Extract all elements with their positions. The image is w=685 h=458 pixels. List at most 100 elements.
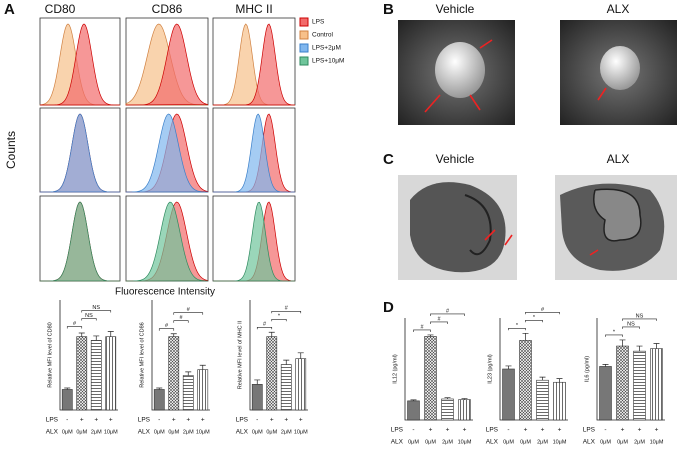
significance-label: #: [541, 307, 545, 313]
bar: [616, 345, 629, 421]
error-bar: [505, 365, 512, 369]
row-label: LPS: [583, 427, 596, 434]
row-label: LPS: [391, 427, 404, 434]
category-label: +: [541, 427, 545, 434]
y-axis-label: Relative MFI level of CD86: [139, 322, 145, 387]
error-bar: [427, 334, 434, 337]
category-label: 0μM: [76, 429, 87, 435]
bar: [266, 336, 278, 411]
category-label: 0μM: [425, 439, 436, 445]
category-label: -: [604, 427, 606, 434]
significance-bracket: [173, 312, 204, 315]
bar: [168, 336, 180, 411]
significance-bracket: [173, 320, 189, 323]
panel-label: C: [383, 151, 394, 168]
bar: [650, 348, 663, 421]
significance-bracket: [271, 310, 302, 314]
category-label: -: [158, 417, 160, 424]
significance-label: #: [420, 324, 424, 330]
error-bar: [461, 398, 468, 400]
row-label: ALX: [138, 429, 151, 436]
category-label: +: [524, 427, 528, 434]
category-label: 10μM: [104, 429, 118, 435]
legend-label: LPS+2μM: [312, 45, 341, 52]
category-label: 10μM: [650, 439, 664, 445]
error-bar: [93, 335, 100, 341]
category-label: 0μM: [62, 429, 73, 435]
legend-label: Control: [312, 32, 334, 39]
tem-image: [398, 175, 517, 280]
error-bar: [619, 339, 626, 347]
bar: [105, 336, 117, 411]
bar: [519, 340, 532, 421]
significance-label: *: [278, 314, 281, 320]
bar: [61, 389, 73, 411]
error-bar: [185, 371, 192, 376]
category-label: 2μM: [537, 439, 548, 445]
histogram-curve: [39, 113, 121, 193]
significance-bracket: [81, 310, 112, 313]
significance-label: #: [187, 307, 191, 313]
bar: [536, 379, 549, 421]
category-label: +: [429, 427, 433, 434]
significance-label: NS: [627, 321, 635, 327]
row-label: ALX: [46, 429, 59, 436]
category-label: +: [109, 417, 113, 424]
error-bar: [107, 331, 114, 337]
y-axis-label: IL6 (pg/ml): [584, 356, 590, 382]
row-label: LPS: [46, 417, 59, 424]
bar: [90, 340, 102, 411]
category-label: 0μM: [266, 429, 277, 435]
legend-label: LPS: [312, 19, 325, 26]
error-bar: [297, 352, 304, 359]
bar: [295, 358, 307, 411]
significance-label: #: [179, 315, 183, 321]
category-label: 0μM: [520, 439, 531, 445]
histogram-curve: [213, 113, 295, 193]
category-label: +: [446, 427, 450, 434]
panel-label: A: [4, 1, 15, 18]
bar: [633, 350, 646, 421]
significance-bracket: [256, 326, 273, 330]
error-bar: [170, 333, 177, 337]
bar: [197, 369, 209, 411]
significance-label: *: [613, 329, 616, 335]
row-label: ALX: [236, 429, 249, 436]
error-bar: [653, 343, 660, 349]
panel-label: D: [383, 299, 394, 316]
category-label: 2μM: [183, 429, 194, 435]
category-label: 0μM: [600, 439, 611, 445]
error-bar: [268, 331, 275, 337]
histogram-curve: [125, 113, 209, 193]
error-bar: [64, 387, 71, 390]
error-bar: [556, 378, 563, 383]
error-bar: [254, 379, 261, 385]
category-label: 0μM: [154, 429, 165, 435]
bar: [182, 375, 194, 411]
significance-bracket: [430, 313, 465, 316]
row-label: ALX: [583, 439, 596, 446]
significance-bracket: [66, 326, 83, 329]
category-label: +: [463, 427, 467, 434]
histogram-curve: [39, 23, 121, 106]
error-bar: [636, 345, 643, 352]
bar: [599, 366, 612, 421]
significance-bracket: [525, 312, 560, 315]
bar: [76, 336, 88, 411]
sem-image: [560, 20, 677, 125]
column-title: CD80: [45, 2, 76, 16]
category-label: 0μM: [252, 429, 263, 435]
significance-bracket: [271, 318, 287, 322]
row-label: ALX: [486, 439, 499, 446]
bar: [251, 384, 263, 411]
bar: [407, 400, 420, 421]
column-title: MHC II: [235, 2, 272, 16]
category-label: 10μM: [553, 439, 567, 445]
category-label: +: [201, 417, 205, 424]
row-label: ALX: [391, 439, 404, 446]
legend-swatch: [299, 30, 309, 40]
error-bar: [522, 332, 529, 341]
significance-label: #: [263, 322, 267, 328]
image-title: ALX: [607, 2, 630, 16]
